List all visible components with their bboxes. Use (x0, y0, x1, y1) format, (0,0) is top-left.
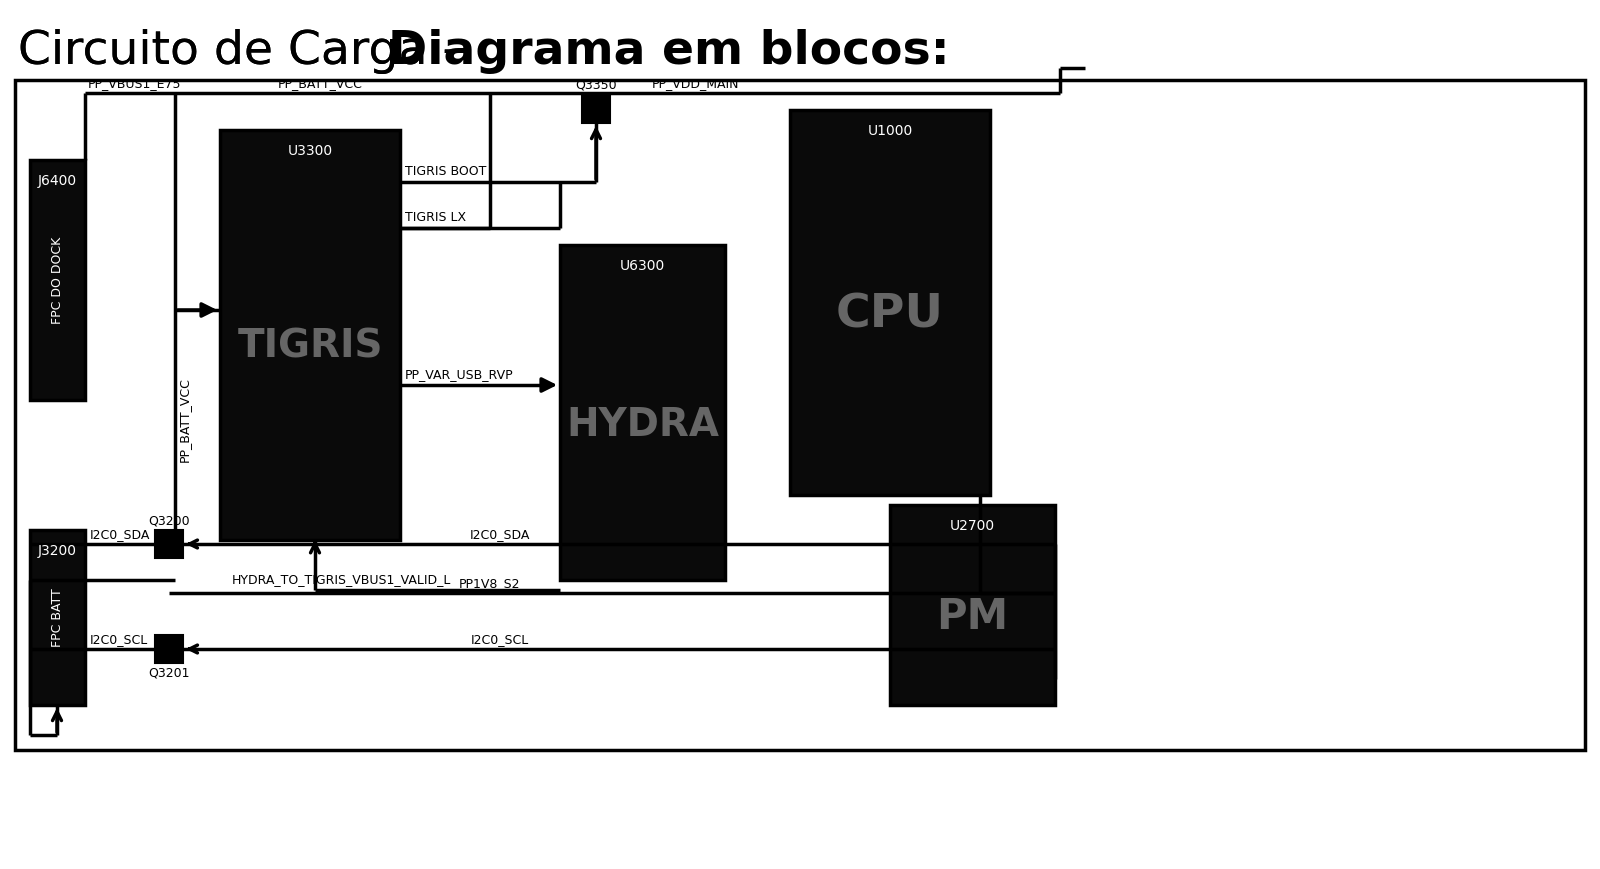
Text: I2C0_SDA: I2C0_SDA (470, 528, 530, 541)
Text: HYDRA: HYDRA (566, 406, 718, 443)
Text: CPU: CPU (835, 292, 944, 337)
Bar (790, 110, 990, 495)
Text: I2C0_SCL: I2C0_SCL (470, 633, 530, 646)
Text: J6400: J6400 (38, 174, 77, 188)
Text: Q3201: Q3201 (149, 666, 190, 679)
Text: Anderson Silva: Anderson Silva (1168, 803, 1333, 822)
Text: PP_BATT_VCC: PP_BATT_VCC (278, 77, 363, 90)
Text: Q3200: Q3200 (149, 514, 190, 527)
Text: TIGRIS LX: TIGRIS LX (405, 211, 466, 224)
Text: TIGRIS: TIGRIS (237, 328, 382, 366)
Text: FPC DO DOCK: FPC DO DOCK (51, 236, 64, 323)
Bar (560, 245, 725, 580)
Text: I2C0_SCL: I2C0_SCL (90, 633, 149, 646)
Bar (582, 95, 610, 123)
Bar (30, 530, 85, 705)
FancyBboxPatch shape (512, 822, 1088, 842)
Text: I2C0_SDA: I2C0_SDA (90, 528, 150, 541)
Text: PP_BATT_VCC: PP_BATT_VCC (178, 377, 190, 462)
Text: U2700: U2700 (950, 519, 995, 533)
Text: U1000: U1000 (867, 124, 912, 138)
Bar (30, 160, 85, 400)
Bar (14, 80, 1586, 750)
Text: PP_VAR_USB_RVP: PP_VAR_USB_RVP (405, 368, 514, 381)
Text: U3300: U3300 (288, 144, 333, 158)
Text: J3200: J3200 (38, 544, 77, 558)
Text: Q3350: Q3350 (574, 79, 618, 92)
Bar (155, 635, 182, 663)
Bar (890, 505, 1054, 705)
Text: Circuito de Carga -: Circuito de Carga - (18, 30, 474, 75)
Text: Por: Por (1131, 803, 1168, 822)
Text: PM: PM (936, 596, 1008, 638)
Bar (155, 530, 182, 558)
Text: Circuito de Carga -: Circuito de Carga - (18, 30, 474, 75)
Text: FPC BATT: FPC BATT (51, 588, 64, 647)
Text: HYDRA_TO_TIGRIS_VBUS1_VALID_L: HYDRA_TO_TIGRIS_VBUS1_VALID_L (232, 573, 451, 586)
Bar (221, 130, 400, 540)
Text: PP1V8_S2: PP1V8_S2 (459, 577, 520, 590)
Text: PP_VBUS1_E75: PP_VBUS1_E75 (88, 77, 181, 90)
Text: U6300: U6300 (619, 259, 666, 273)
Text: TIGRIS BOOT: TIGRIS BOOT (405, 165, 486, 178)
Text: Diagrama em blocos:: Diagrama em blocos: (387, 30, 950, 75)
Text: PP_VDD_MAIN: PP_VDD_MAIN (653, 77, 739, 90)
